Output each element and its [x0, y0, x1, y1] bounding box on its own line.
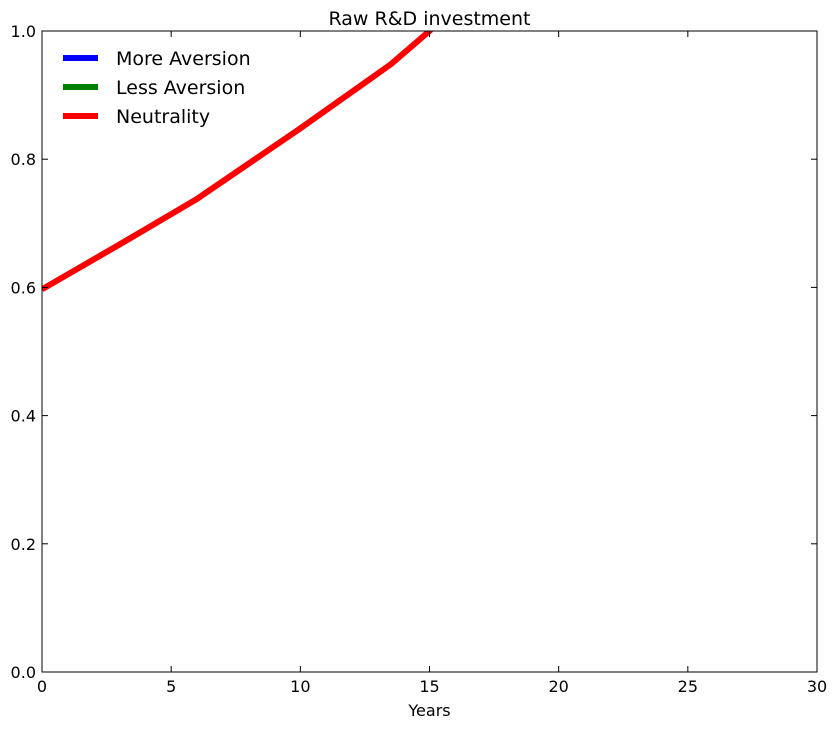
y-tick-label: 0.2: [11, 535, 36, 554]
x-tick-label: 15: [419, 677, 439, 696]
x-tick-label: 10: [290, 677, 310, 696]
legend-label: Less Aversion: [116, 77, 245, 99]
x-axis-label: Years: [407, 701, 450, 720]
y-tick-label: 0.8: [11, 150, 36, 169]
plot-frame: [41, 30, 818, 673]
x-tick-label: 30: [807, 677, 827, 696]
ticks-layer: 0 5 10 15 20 25 30 0.0 0.2 0.4 0.6 0.8 1.0: [11, 22, 828, 696]
x-tick-label: 0: [37, 677, 47, 696]
series-line-neutrality: [42, 31, 434, 292]
series-layer: [42, 31, 434, 292]
y-tick-label: 1.0: [11, 22, 36, 41]
x-tick-label: 25: [678, 677, 698, 696]
legend: More Aversion Less Aversion Neutrality: [63, 48, 251, 128]
x-tick-label: 5: [166, 677, 176, 696]
y-tick-label: 0.0: [11, 663, 36, 682]
y-tick-label: 0.6: [11, 278, 36, 297]
chart-title: Raw R&D investment: [329, 8, 531, 30]
legend-label: More Aversion: [116, 48, 251, 70]
legend-label: Neutrality: [116, 106, 210, 128]
y-tick-label: 0.4: [11, 407, 36, 426]
x-tick-label: 20: [548, 677, 568, 696]
